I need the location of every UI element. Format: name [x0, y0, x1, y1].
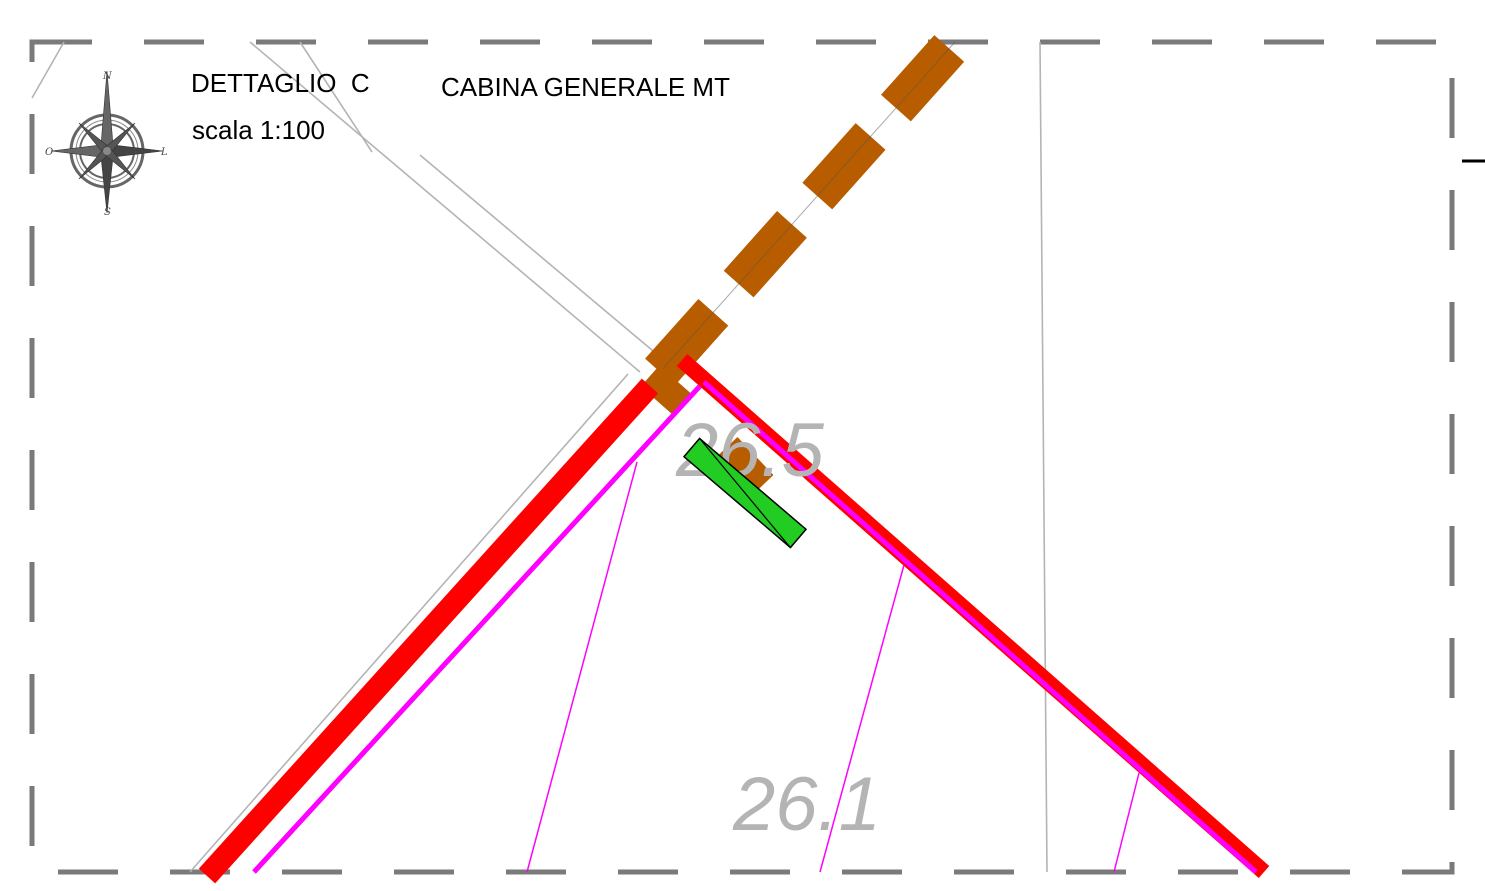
cabin-diagonal — [699, 438, 791, 548]
mt-cables — [252, 380, 1258, 874]
map-frame — [29, 39, 1455, 875]
cable-branch-1 — [526, 461, 638, 873]
cable-branch-2 — [819, 564, 905, 873]
detail-title: DETTAGLIO C — [191, 68, 370, 98]
parcel-line-diagonal-left — [189, 373, 629, 873]
cable-main-right — [702, 380, 1258, 874]
cable-main-left — [252, 384, 702, 874]
detail-subject: CABINA GENERALE MT — [441, 72, 730, 102]
conduit-dashed-outline — [659, 41, 956, 373]
parcel-line-road-right — [419, 154, 679, 373]
conduit-cabin-stub — [718, 437, 774, 493]
parcel-line-road-left — [249, 41, 641, 373]
parcel-line-road-top — [299, 41, 373, 153]
conduit-elbow — [640, 365, 694, 417]
compass-north-label: N — [102, 71, 113, 82]
compass-east-label: L — [160, 147, 168, 158]
mt-cabin — [682, 437, 808, 549]
compass-rose-icon: N S L O — [45, 70, 168, 218]
cadastral-lines — [31, 41, 1048, 873]
conduit-route — [640, 28, 970, 493]
detail-scale: scala 1:100 — [192, 115, 325, 145]
compass-south-label: S — [104, 207, 111, 218]
parcel-line-vertical-right — [1039, 41, 1048, 873]
boundary-left — [198, 378, 659, 884]
compass-west-label: O — [45, 147, 53, 158]
cable-branch-3 — [1113, 772, 1140, 873]
parcel-number-lower: 26.1 — [732, 762, 881, 847]
parcel-line-corner-left — [31, 41, 65, 99]
